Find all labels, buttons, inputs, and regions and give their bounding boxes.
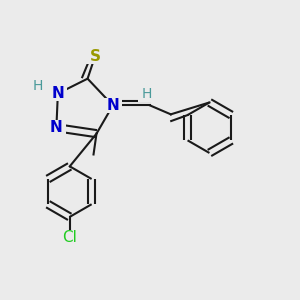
- Bar: [47, 120, 66, 135]
- Text: N: N: [50, 120, 63, 135]
- Bar: [28, 79, 47, 94]
- Bar: [103, 98, 122, 113]
- Text: Cl: Cl: [62, 230, 77, 244]
- Text: H: H: [142, 87, 152, 101]
- Text: S: S: [89, 49, 100, 64]
- Bar: [85, 49, 104, 64]
- Bar: [56, 230, 83, 244]
- Text: N: N: [106, 98, 119, 113]
- Bar: [137, 87, 157, 102]
- Text: N: N: [52, 86, 64, 101]
- Bar: [48, 86, 68, 101]
- Text: H: H: [32, 79, 43, 93]
